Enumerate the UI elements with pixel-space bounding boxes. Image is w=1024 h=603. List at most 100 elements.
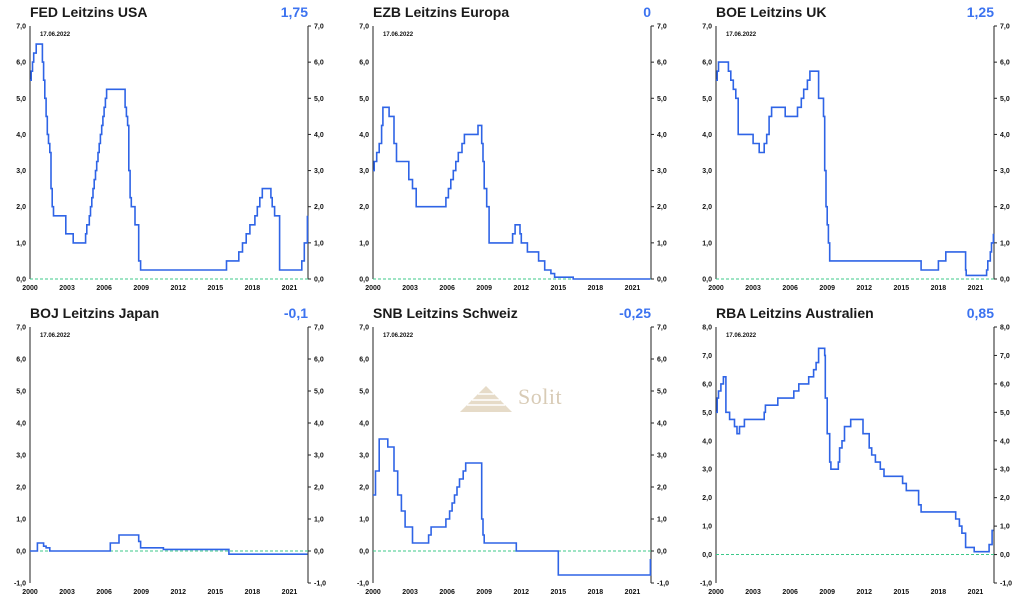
y-tick-label-left: 2,0	[702, 204, 712, 211]
y-tick-label-left: 0,0	[359, 277, 369, 284]
line-chart: -1,0 -1,0 0,0 0,0 1,0 1,0 2,0 2,0 3,0 3,0 4,0 4,0 5,…	[14, 325, 326, 597]
y-tick-label-right: 6,0	[657, 60, 667, 67]
y-tick-label-left: 8,0	[702, 325, 712, 332]
y-tick-label-right: -1,0	[657, 581, 669, 588]
y-tick-label-right: 2,0	[1000, 204, 1010, 211]
y-tick-label-right: 4,0	[1000, 438, 1010, 445]
y-tick-label-right: 3,0	[657, 453, 667, 460]
chart-title: BOJ Leitzins Japan	[30, 305, 160, 321]
chart-title: FED Leitzins USA	[30, 4, 148, 20]
x-tick-label: 2003	[745, 589, 761, 596]
y-tick-label-right: 7,0	[1000, 24, 1010, 31]
y-tick-label-left: -1,0	[14, 581, 26, 588]
y-tick-label-right: 3,0	[1000, 168, 1010, 175]
x-tick-label: 2006	[96, 285, 112, 292]
x-tick-label: 2018	[931, 285, 947, 292]
rate-series-line	[30, 534, 308, 555]
y-tick-label-left: 3,0	[702, 467, 712, 474]
line-chart: 0,0 0,0 1,0 1,0 2,0 2,0 3,0 3,0 4,0 4,0 5,0 5,0 6,0 6…	[702, 24, 1010, 293]
y-tick-label-left: 2,0	[16, 485, 26, 492]
y-tick-label-right: 0,0	[314, 549, 324, 556]
x-tick-label: 2015	[551, 285, 567, 292]
y-tick-label-right: 1,0	[314, 240, 324, 247]
y-tick-label-right: 1,0	[314, 517, 324, 524]
x-tick-label: 2009	[476, 589, 492, 596]
x-tick-label: 2018	[931, 589, 947, 596]
current-rate-value: 1,25	[966, 4, 994, 20]
chart-title: SNB Leitzins Schweiz	[373, 305, 518, 321]
y-tick-label-right: 7,0	[314, 325, 324, 332]
y-tick-label-left: 6,0	[359, 60, 369, 67]
y-tick-label-left: -1,0	[357, 581, 369, 588]
chart-panel: BOE Leitzins UK 1,25 17.06.2022 0,0 0,0 1,0 1,…	[702, 4, 1024, 299]
y-tick-label-right: 5,0	[657, 389, 667, 396]
y-tick-label-left: 5,0	[16, 96, 26, 103]
date-label: 17.06.2022	[40, 333, 71, 339]
y-tick-label-left: 1,0	[16, 517, 26, 524]
x-tick-label: 2012	[856, 589, 872, 596]
y-tick-label-left: 3,0	[16, 168, 26, 175]
y-tick-label-right: 1,0	[657, 240, 667, 247]
x-tick-label: 2000	[365, 589, 381, 596]
y-tick-label-left: 7,0	[702, 24, 712, 31]
y-tick-label-right: 0,0	[1000, 277, 1010, 284]
date-label: 17.06.2022	[40, 32, 71, 38]
y-tick-label-left: 4,0	[702, 438, 712, 445]
chart-title: EZB Leitzins Europa	[373, 4, 510, 20]
x-tick-label: 2003	[745, 285, 761, 292]
x-tick-label: 2012	[170, 589, 186, 596]
x-tick-label: 2003	[402, 589, 418, 596]
x-tick-label: 2006	[782, 285, 798, 292]
x-tick-label: 2000	[22, 589, 38, 596]
y-tick-label-left: 5,0	[702, 96, 712, 103]
y-tick-label-right: 6,0	[1000, 381, 1010, 388]
y-tick-label-right: 4,0	[657, 421, 667, 428]
date-label: 17.06.2022	[383, 333, 414, 339]
y-tick-label-left: 1,0	[359, 517, 369, 524]
y-tick-label-right: 4,0	[657, 132, 667, 139]
chart-title: RBA Leitzins Australien	[716, 305, 874, 321]
chart-panel: RBA Leitzins Australien 0,85 17.06.2022 -1,…	[700, 305, 1024, 603]
y-tick-label-left: -1,0	[700, 581, 712, 588]
date-label: 17.06.2022	[726, 333, 757, 339]
x-tick-label: 2006	[782, 589, 798, 596]
y-tick-label-right: 2,0	[657, 485, 667, 492]
chart-title: BOE Leitzins UK	[716, 4, 827, 20]
x-tick-label: 2009	[133, 589, 149, 596]
x-tick-label: 2000	[708, 589, 724, 596]
x-tick-label: 2015	[208, 589, 224, 596]
x-tick-label: 2015	[894, 589, 910, 596]
x-tick-label: 2000	[708, 285, 724, 292]
y-tick-label-right: 2,0	[1000, 495, 1010, 502]
y-tick-label-left: 0,0	[359, 549, 369, 556]
y-tick-label-left: 3,0	[16, 453, 26, 460]
y-tick-label-right: 2,0	[314, 485, 324, 492]
date-label: 17.06.2022	[726, 32, 757, 38]
x-tick-label: 2006	[96, 589, 112, 596]
y-tick-label-left: 6,0	[702, 381, 712, 388]
x-tick-label: 2021	[968, 285, 984, 292]
x-tick-label: 2000	[365, 285, 381, 292]
x-tick-label: 2021	[625, 285, 641, 292]
x-tick-label: 2012	[513, 285, 529, 292]
y-tick-label-left: 0,0	[16, 549, 26, 556]
y-tick-label-right: 2,0	[314, 204, 324, 211]
y-tick-label-left: 0,0	[702, 277, 712, 284]
y-tick-label-left: 4,0	[16, 421, 26, 428]
pyramid-logo-icon	[460, 386, 512, 412]
x-tick-label: 2009	[819, 285, 835, 292]
y-tick-label-left: 4,0	[702, 132, 712, 139]
y-tick-label-right: 0,0	[657, 549, 667, 556]
y-tick-label-left: 6,0	[702, 60, 712, 67]
y-tick-label-right: 3,0	[314, 453, 324, 460]
rate-series-line	[716, 61, 995, 277]
y-tick-label-right: 0,0	[657, 277, 667, 284]
y-tick-label-right: 1,0	[1000, 524, 1010, 531]
x-tick-label: 2018	[245, 589, 261, 596]
y-tick-label-left: 6,0	[16, 60, 26, 67]
rate-series-line	[373, 106, 651, 280]
x-tick-label: 2015	[551, 589, 567, 596]
line-chart: 0,0 0,0 1,0 1,0 2,0 2,0 3,0 3,0 4,0 4,0 5,0 5,0 6,0 6…	[16, 24, 324, 293]
x-tick-label: 2009	[133, 285, 149, 292]
x-tick-label: 2009	[476, 285, 492, 292]
